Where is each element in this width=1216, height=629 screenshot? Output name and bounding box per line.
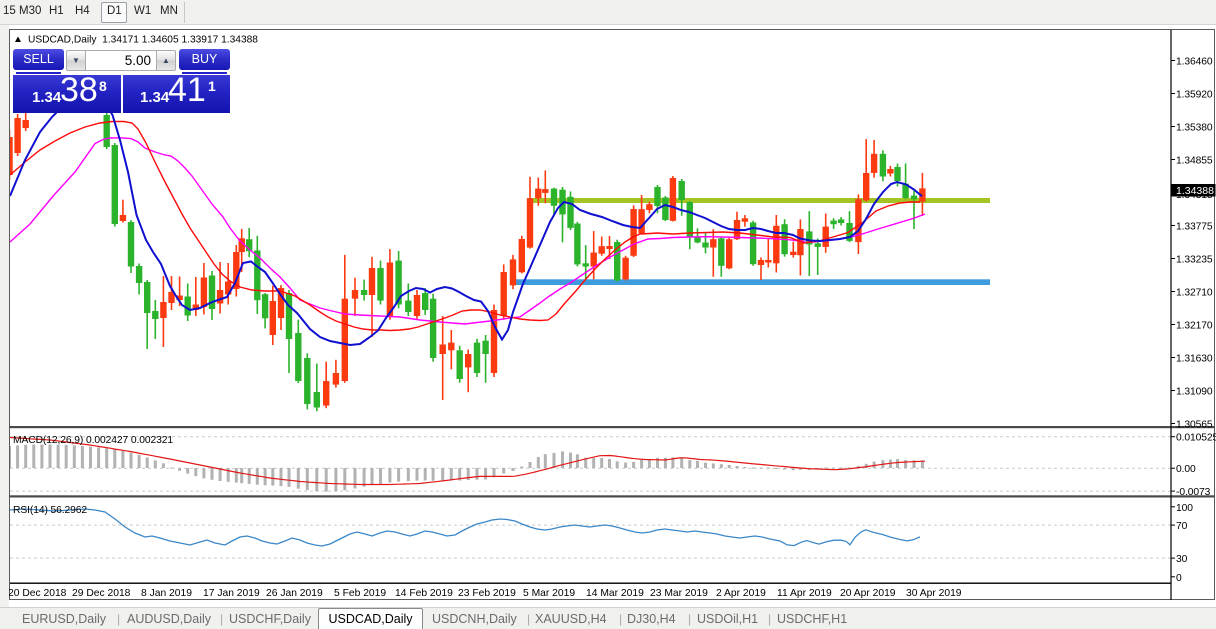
svg-text:20 Dec 2018: 20 Dec 2018 [8,588,67,599]
svg-text:1.33235: 1.33235 [1176,255,1213,266]
svg-text:1.31090: 1.31090 [1176,387,1213,398]
svg-text:30 Apr 2019: 30 Apr 2019 [906,588,962,599]
svg-text:14 Feb 2019: 14 Feb 2019 [395,588,453,599]
svg-text:1.35920: 1.35920 [1176,90,1213,101]
svg-text:14 Mar 2019: 14 Mar 2019 [586,588,644,599]
svg-text:1.32170: 1.32170 [1176,321,1213,332]
svg-text:1.32710: 1.32710 [1176,288,1213,299]
svg-text:1.34855: 1.34855 [1176,156,1213,167]
svg-text:RSI(14) 56.2962: RSI(14) 56.2962 [13,505,87,516]
svg-text:30: 30 [1176,554,1188,565]
svg-text:5 Feb 2019: 5 Feb 2019 [334,588,386,599]
svg-text:1.33775: 1.33775 [1176,222,1213,233]
svg-text:0.010525: 0.010525 [1176,433,1216,444]
svg-text:17 Jan 2019: 17 Jan 2019 [203,588,260,599]
svg-text:100: 100 [1176,503,1193,514]
svg-text:70: 70 [1176,521,1188,532]
svg-text:23 Feb 2019: 23 Feb 2019 [458,588,516,599]
svg-text:1.30565: 1.30565 [1176,420,1213,431]
svg-text:USDCAD,Daily 1.34171 1.34605: USDCAD,Daily 1.34171 1.34605 1.33917 1.3… [28,35,258,46]
svg-text:20 Apr 2019: 20 Apr 2019 [840,588,896,599]
svg-text:MACD(12,26,9) 0.002427 0.00232: MACD(12,26,9) 0.002427 0.002321 [13,435,173,446]
svg-text:0: 0 [1176,573,1182,584]
svg-text:8 Jan 2019: 8 Jan 2019 [141,588,192,599]
svg-text:1.31630: 1.31630 [1176,354,1213,365]
svg-text:1.34388: 1.34388 [1176,185,1214,197]
svg-text:1.36460: 1.36460 [1176,57,1213,68]
svg-text:1.35380: 1.35380 [1176,123,1213,134]
svg-text:2 Apr 2019: 2 Apr 2019 [716,588,766,599]
svg-text:23 Mar 2019: 23 Mar 2019 [650,588,708,599]
svg-text:29 Dec 2018: 29 Dec 2018 [72,588,131,599]
svg-text:26 Jan 2019: 26 Jan 2019 [266,588,323,599]
svg-text:0.00: 0.00 [1176,464,1196,475]
svg-text:5 Mar 2019: 5 Mar 2019 [523,588,575,599]
svg-text:-0.0073: -0.0073 [1176,487,1211,498]
svg-text:11 Apr 2019: 11 Apr 2019 [777,588,832,599]
